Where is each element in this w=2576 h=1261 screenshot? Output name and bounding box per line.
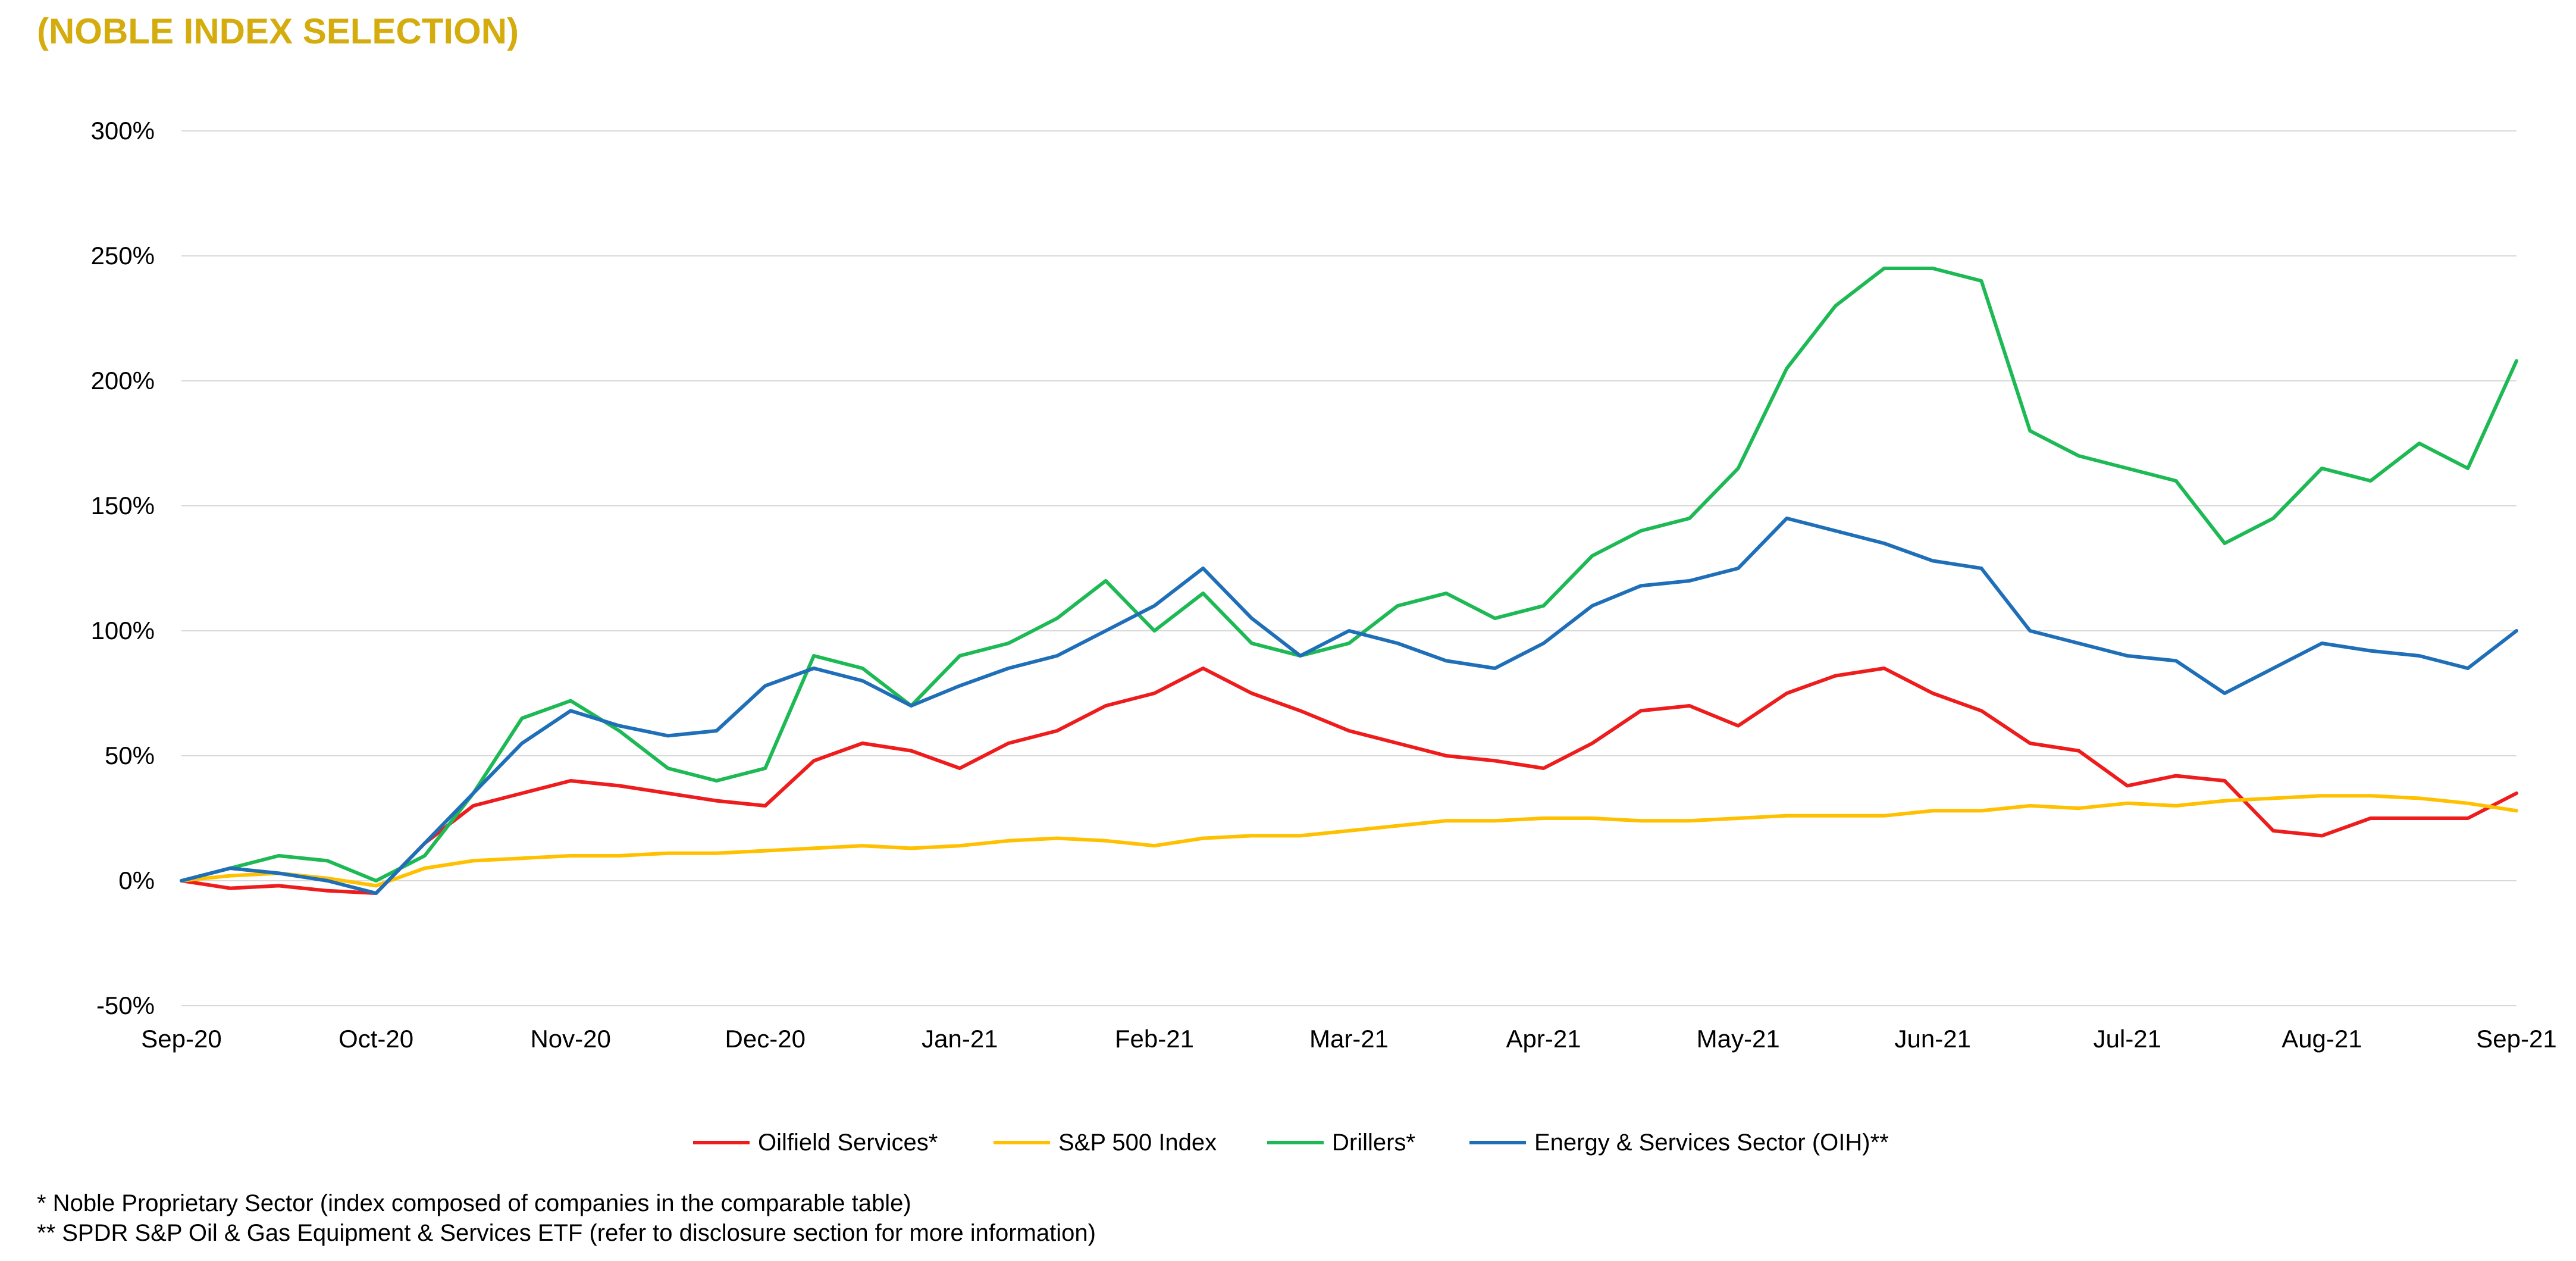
x-tick-label: May-21: [1697, 1025, 1780, 1053]
x-tick-label: Feb-21: [1115, 1025, 1194, 1053]
legend-item: S&P 500 Index: [994, 1125, 1217, 1160]
x-axis-tick-labels: Sep-20 Oct-20 Nov-20 Dec-20 Jan-21 Feb-21 Mar-…: [141, 1025, 2556, 1053]
y-tick-label: 300%: [91, 117, 155, 145]
y-tick-label: 100%: [91, 617, 155, 644]
footnote-1: * Noble Proprietary Sector (index compos…: [37, 1190, 911, 1216]
x-tick-label: Jan-21: [922, 1025, 998, 1053]
legend-swatch: [994, 1141, 1050, 1144]
legend-label: S&P 500 Index: [1058, 1129, 1217, 1156]
x-tick-label: Mar-21: [1309, 1025, 1389, 1053]
line-chart: -50% 0% 50% 100% 150% 200% 250% 300% Sep-20 Oct-…: [91, 117, 2557, 1053]
series-line: [180, 667, 2518, 895]
footnote-2: ** SPDR S&P Oil & Gas Equipment & Servic…: [37, 1220, 1096, 1246]
legend-label: Oilfield Services*: [758, 1129, 938, 1156]
page-title: (NOBLE INDEX SELECTION): [37, 11, 519, 51]
y-tick-label: -50%: [96, 991, 155, 1019]
x-tick-label: Nov-20: [530, 1025, 610, 1053]
y-tick-label: 200%: [91, 367, 155, 395]
x-tick-label: Sep-20: [141, 1025, 221, 1053]
x-tick-label: Aug-21: [2282, 1025, 2362, 1053]
x-tick-label: Jul-21: [2094, 1025, 2161, 1053]
series-lines: [180, 267, 2518, 895]
legend-item: Energy & Services Sector (OIH)**: [1469, 1125, 1889, 1160]
series-line: [180, 267, 2518, 883]
y-tick-label: 150%: [91, 492, 155, 520]
series-line: [180, 794, 2518, 888]
x-tick-label: Oct-20: [339, 1025, 413, 1053]
legend-label: Energy & Services Sector (OIH)**: [1534, 1129, 1889, 1156]
legend-label: Drillers*: [1332, 1129, 1415, 1156]
y-tick-label: 0%: [118, 866, 155, 894]
y-axis-tick-labels: -50% 0% 50% 100% 150% 200% 250% 300%: [91, 117, 155, 1019]
legend-item: Oilfield Services*: [693, 1125, 938, 1160]
y-tick-label: 50%: [105, 741, 155, 769]
y-tick-label: 250%: [91, 242, 155, 270]
x-tick-label: Jun-21: [1895, 1025, 1971, 1053]
x-tick-label: Sep-21: [2476, 1025, 2556, 1053]
grid-lines: [181, 130, 2517, 1006]
x-tick-label: Apr-21: [1506, 1025, 1581, 1053]
series-line: [180, 517, 2518, 895]
legend-item: Drillers*: [1267, 1125, 1415, 1160]
x-tick-label: Dec-20: [725, 1025, 806, 1053]
legend-swatch: [1469, 1141, 1526, 1144]
chart-legend: Oilfield Services* S&P 500 Index Drillers*…: [0, 1125, 2576, 1160]
legend-swatch: [1267, 1141, 1324, 1144]
legend-swatch: [693, 1141, 750, 1144]
